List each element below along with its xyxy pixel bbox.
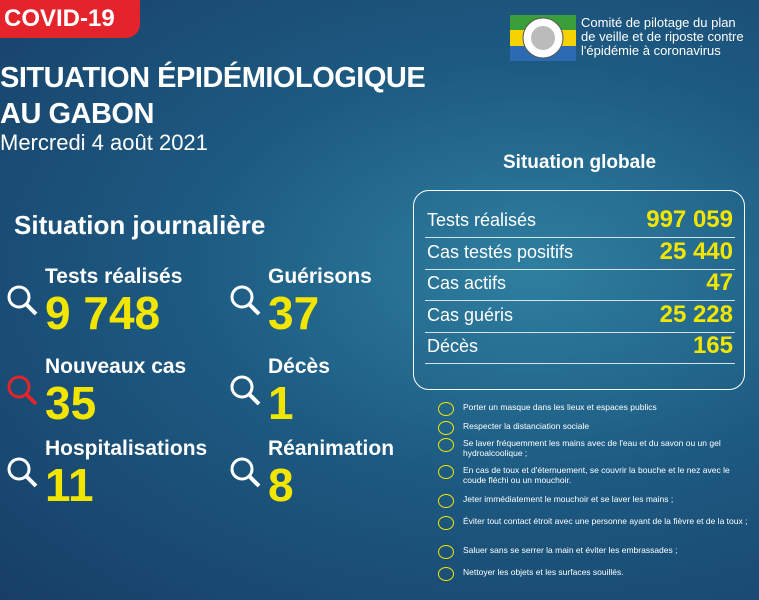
advice-text: En cas de toux et d'éternuement, se couv…	[463, 465, 730, 485]
stat-label: Réanimation	[268, 437, 395, 460]
row-divider	[425, 300, 735, 301]
section-title: Situation journalière	[14, 210, 266, 240]
committee: Comité de pilotage du plan de veille et d…	[581, 16, 744, 58]
title-line: AU GABON	[0, 98, 154, 130]
stat-value: 8	[268, 459, 294, 511]
icon	[7, 457, 38, 488]
advice-icon	[438, 516, 454, 530]
advice-icon	[438, 402, 454, 416]
row-divider	[425, 268, 735, 270]
row-divider	[425, 363, 735, 364]
global-box	[413, 190, 745, 390]
row-value: 25 228	[659, 300, 733, 328]
committee-line: de veille et de riposte contre	[581, 29, 744, 44]
row-label: Décès	[427, 336, 479, 356]
stat-value: 1	[268, 377, 294, 429]
stat-label: Nouveaux cas	[45, 355, 187, 378]
row-value: 47	[706, 269, 733, 296]
icon	[230, 457, 261, 488]
advice-text: Jeter immédiatement le mouchoir et se la…	[463, 494, 674, 504]
advice-text: Porter un masque dans les lieux et espac…	[463, 402, 657, 412]
stat-label: Hospitalisations	[45, 437, 208, 460]
date: Mercredi 4 août 2021	[0, 130, 208, 155]
advice-icon	[438, 438, 454, 452]
title-line: SITUATION ÉPIDÉMIOLOGIQUE	[0, 62, 426, 94]
advice-text: Éviter tout contact étroit avec une pers…	[463, 516, 748, 526]
icon	[7, 285, 38, 316]
section-title: Situation globale	[503, 152, 657, 173]
stat-value: 35	[45, 377, 97, 429]
stat-label: Tests réalisés	[45, 265, 183, 288]
stat-value: 37	[268, 287, 320, 339]
stat-value: 9 748	[45, 287, 161, 339]
advice-text: Se laver fréquemment les mains avec de l…	[463, 438, 721, 458]
stat-value: 11	[45, 459, 94, 511]
advice-icon	[438, 465, 454, 479]
row-value: 25 440	[659, 237, 733, 265]
advice-icon	[438, 567, 454, 581]
icon	[230, 285, 261, 316]
row-label: Tests réalisés	[427, 210, 537, 230]
committee-line: Comité de pilotage du plan	[581, 15, 736, 30]
icon	[7, 375, 38, 406]
advice-icon	[438, 545, 454, 559]
row-label: Cas actifs	[427, 273, 507, 293]
advice-icon	[438, 494, 454, 508]
stat-label: Décès	[268, 355, 330, 378]
stat-label: Guérisons	[268, 265, 372, 288]
advice-text: Respecter la distanciation sociale	[463, 421, 590, 431]
advice-text: Nettoyer les objets et les surfaces soui…	[463, 567, 624, 577]
committee-line: l'épidémie à coronavirus	[581, 43, 721, 58]
advice-icon	[438, 421, 454, 435]
row-value: 165	[692, 332, 733, 359]
icon	[230, 375, 261, 406]
row-label: Cas guéris	[427, 304, 514, 325]
row-divider	[425, 237, 735, 238]
logo	[510, 15, 576, 61]
row-divider	[425, 331, 735, 333]
row-label: Cas testés positifs	[427, 241, 574, 262]
row-value: 997 059	[646, 206, 733, 233]
advice-text: Saluer sans se serrer la main et éviter …	[463, 545, 678, 555]
badge: COVID-19	[0, 0, 140, 38]
